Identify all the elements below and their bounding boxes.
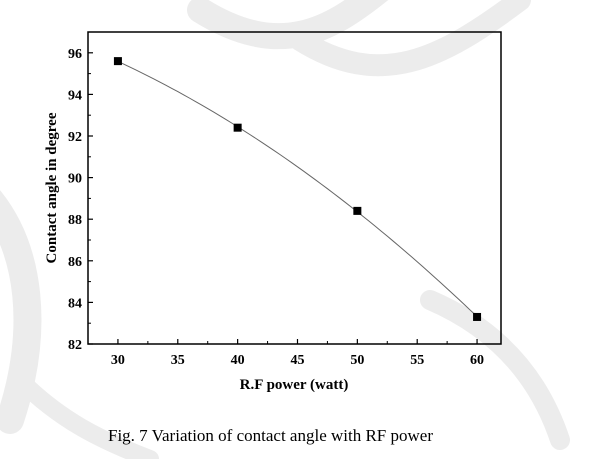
data-point (473, 312, 482, 321)
data-markers (113, 57, 482, 321)
x-tick-label: 60 (470, 353, 484, 368)
x-axis-ticks: 30 35 40 45 50 55 60 (111, 339, 484, 368)
data-point (233, 123, 242, 132)
y-axis-ticks: 82 84 86 88 90 92 94 96 (68, 47, 93, 353)
y-tick-label: 94 (68, 88, 82, 103)
y-axis-title: Contact angle in degree (44, 112, 60, 263)
y-tick-label: 84 (68, 296, 82, 311)
y-tick-label: 96 (68, 47, 82, 62)
y-tick-label: 86 (68, 255, 82, 270)
x-tick-label: 35 (171, 353, 185, 368)
y-tick-label: 88 (68, 213, 82, 228)
x-axis-title: R.F power (watt) (240, 377, 349, 393)
watermark (0, 0, 570, 459)
y-tick-label: 92 (68, 130, 82, 145)
x-tick-label: 55 (410, 353, 424, 368)
x-tick-label: 40 (231, 353, 245, 368)
series-fit-line (117, 60, 478, 318)
y-tick-label: 90 (68, 172, 82, 187)
data-point (113, 57, 122, 66)
figure-caption: Fig. 7 Variation of contact angle with R… (108, 426, 433, 445)
x-tick-label: 30 (111, 353, 125, 368)
x-tick-label: 50 (350, 353, 364, 368)
x-tick-label: 45 (290, 353, 304, 368)
data-point (353, 206, 362, 215)
plot-area: 30 35 40 45 50 55 60 82 84 86 88 90 92 94 96 (68, 31, 502, 368)
y-tick-label: 82 (68, 338, 82, 353)
plot-frame (87, 31, 502, 345)
